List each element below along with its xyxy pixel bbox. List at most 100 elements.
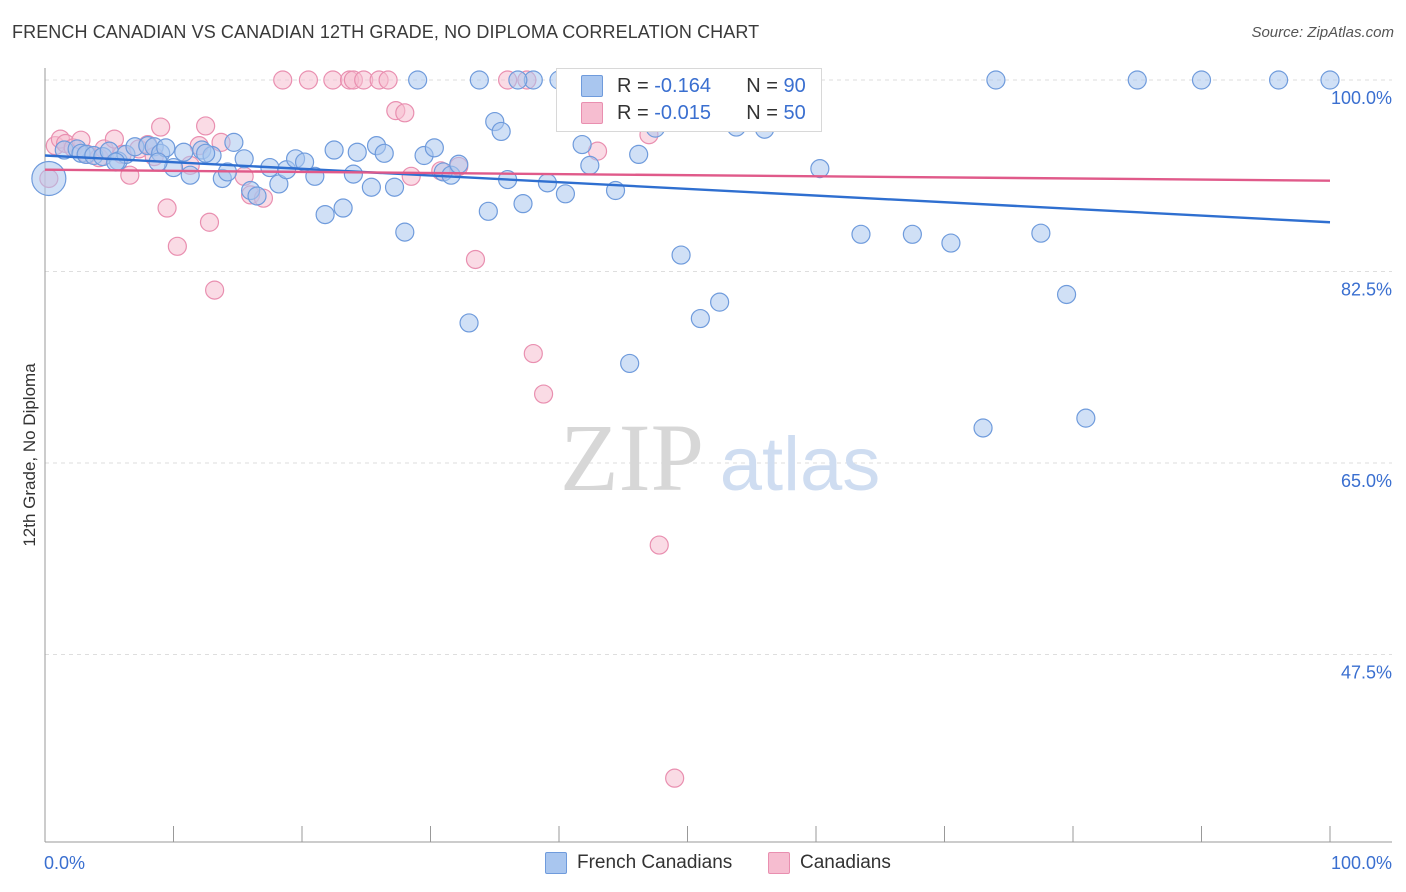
canadian-point	[523, 343, 543, 364]
french-canadian-point	[851, 224, 871, 244]
french-canadian-point	[315, 204, 335, 225]
french-canadian-point	[902, 224, 922, 244]
legend-swatch-pink	[581, 102, 603, 124]
french-canadian-point	[572, 134, 592, 155]
y-tick-label: 65.0%	[1341, 471, 1392, 491]
canadian-point	[395, 103, 415, 123]
canadian-point	[298, 70, 319, 90]
french-canadian-point	[1320, 70, 1340, 90]
legend-row-canadians: R = -0.015 N = 50	[581, 100, 806, 126]
french-canadian-point	[424, 138, 444, 158]
legend-swatch-pink	[768, 852, 790, 874]
axes	[44, 68, 1392, 843]
french-canadian-point	[180, 165, 200, 185]
y-tick-label: 100.0%	[1331, 88, 1392, 108]
french-canadian-point	[973, 418, 993, 438]
watermark-atlas: atlas	[720, 422, 881, 507]
canadian-point	[378, 70, 398, 90]
french-canadian-point	[324, 140, 344, 160]
french-canadian-point	[1191, 70, 1212, 90]
french-canadian-point	[810, 159, 830, 179]
x-tick-label: 0.0%	[44, 853, 85, 873]
french-canadian-point	[196, 143, 216, 163]
trend-line-canadians	[44, 168, 1331, 182]
french-canadian-point	[384, 177, 405, 197]
canadian-point	[649, 535, 669, 555]
canadian-point	[196, 116, 216, 136]
french-canadian-point	[459, 313, 479, 333]
french-canadian-point	[449, 154, 469, 174]
trend-line-french-canadians	[44, 154, 1331, 224]
canadian-point	[533, 384, 554, 404]
canadian-point	[167, 236, 187, 256]
french-canadian-point	[408, 70, 428, 90]
french-canadian-point	[513, 194, 533, 214]
legend-r-label: R =	[617, 101, 649, 124]
french-canadian-point	[1127, 70, 1147, 90]
french-canadian-point	[508, 70, 528, 90]
legend-swatch-blue	[581, 75, 603, 97]
watermark: ZIP atlas	[560, 404, 880, 511]
french-canadian-point	[620, 353, 640, 374]
french-canadian-point	[234, 149, 254, 169]
canadian-point	[151, 117, 171, 137]
french-canadian-point	[395, 222, 415, 242]
legend-row-french-canadians: R = -0.164 N = 90	[581, 73, 806, 99]
canadian-point	[465, 249, 486, 270]
french-canadian-point	[986, 70, 1006, 90]
french-canadian-point	[347, 142, 367, 162]
french-canadian-point	[1076, 408, 1096, 428]
french-canadian-point	[224, 132, 244, 152]
french-canadian-point	[671, 245, 691, 265]
canadian-point	[157, 198, 177, 218]
french-canadian-point	[941, 233, 961, 253]
source-credit: Source: ZipAtlas.com	[1251, 24, 1394, 41]
french-canadian-point	[106, 152, 126, 172]
legend-n-value: 90	[783, 74, 806, 97]
legend-n-label: N =	[746, 101, 778, 124]
french-canadian-point	[374, 143, 394, 163]
french-canadian-point	[361, 177, 381, 197]
legend-swatch-blue	[545, 852, 567, 874]
french-canadian-point	[1056, 284, 1077, 305]
legend-n-value: 50	[783, 101, 806, 124]
tick-labels: 100.0% 82.5% 65.0% 47.5% 0.0% 100.0%	[44, 88, 1392, 873]
watermark-zip: ZIP	[560, 404, 704, 511]
legend-n-label: N =	[746, 74, 778, 97]
french-canadian-point	[31, 160, 67, 197]
french-canadian-point	[1031, 223, 1051, 243]
canadian-point	[401, 166, 421, 186]
french-canadian-point	[174, 142, 194, 162]
french-canadian-point	[478, 201, 498, 221]
french-canadian-point	[343, 164, 363, 184]
french-canadian-point	[1268, 70, 1289, 90]
y-tick-label: 47.5%	[1341, 663, 1392, 683]
x-tick-label: 100.0%	[1331, 853, 1392, 873]
french-canadian-point	[690, 308, 710, 329]
legend-r-value: -0.164	[654, 74, 711, 97]
french-canadian-point	[629, 144, 649, 165]
bottom-legend-canadians[interactable]: Canadians	[768, 852, 891, 874]
canadian-point	[205, 280, 225, 300]
legend-series-name: French Canadians	[577, 852, 733, 873]
stats-legend: R = -0.164 N = 90 R = -0.015 N = 50	[556, 68, 822, 132]
french-canadian-point	[333, 198, 353, 218]
legend-r-value: -0.015	[654, 101, 711, 124]
chart-title: FRENCH CANADIAN VS CANADIAN 12TH GRADE, …	[12, 22, 760, 42]
french-canadian-point	[580, 155, 600, 175]
canadian-point	[199, 212, 220, 232]
y-tick-label: 82.5%	[1341, 280, 1392, 300]
french-canadian-point	[555, 184, 576, 204]
canadian-point	[665, 768, 685, 788]
bottom-legend-french-canadians[interactable]: French Canadians	[545, 852, 732, 874]
legend-r-label: R =	[617, 74, 649, 97]
canadian-point	[323, 70, 343, 90]
canadian-point	[273, 70, 293, 90]
french-canadian-point	[247, 186, 267, 206]
french-canadian-point	[491, 121, 511, 142]
legend-series-name: Canadians	[800, 852, 891, 873]
french-canadian-point	[710, 292, 730, 312]
french-canadian-point	[469, 70, 489, 90]
trend-lines	[44, 154, 1331, 224]
